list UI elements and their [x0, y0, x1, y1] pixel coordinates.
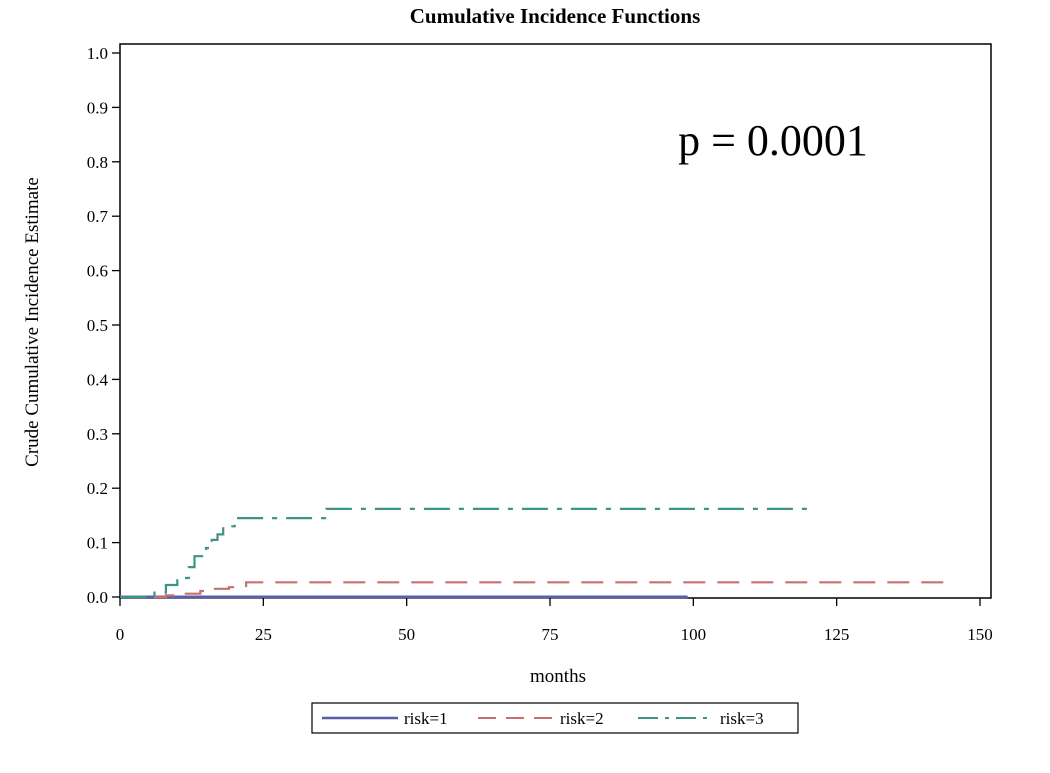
series-line-risk-2 [120, 581, 952, 599]
y-tick-label: 0.2 [87, 479, 108, 498]
legend-label-risk-3: risk=3 [720, 709, 764, 728]
x-axis: 0 25 50 75 100 125 150 [116, 598, 993, 644]
y-tick-label: 0.3 [87, 425, 108, 444]
y-tick-label: 0.1 [87, 534, 108, 553]
plot-area [119, 43, 992, 599]
x-tick-label: 25 [255, 625, 272, 644]
x-tick-label: 100 [681, 625, 707, 644]
x-tick-label: 0 [116, 625, 125, 644]
y-tick-label: 0.9 [87, 98, 108, 117]
y-tick-label: 0.0 [87, 588, 108, 607]
y-axis: 0.0 0.1 0.2 0.3 0.4 0.5 0.6 0.7 0.8 0.9 1.0 [87, 44, 120, 607]
x-tick-label: 125 [824, 625, 850, 644]
y-tick-label: 0.6 [87, 262, 108, 281]
p-value-annotation: p = 0.0001 [678, 116, 868, 165]
y-tick-label: 0.4 [87, 370, 109, 389]
y-axis-label: Crude Cumulative Incidence Estimate [22, 177, 43, 467]
y-tick-label: 0.7 [87, 207, 109, 226]
x-axis-label: months [530, 666, 586, 687]
series-line-risk-3 [120, 507, 808, 599]
legend-label-risk-2: risk=2 [560, 709, 604, 728]
series-group [120, 507, 952, 599]
legend-label-risk-1: risk=1 [404, 709, 448, 728]
x-tick-label: 150 [967, 625, 993, 644]
chart-title: Cumulative Incidence Functions [410, 4, 701, 28]
plot-frame [119, 43, 992, 599]
y-tick-label: 0.8 [87, 153, 108, 172]
x-tick-label: 50 [398, 625, 415, 644]
y-tick-label: 1.0 [87, 44, 108, 63]
x-tick-label: 75 [542, 625, 559, 644]
y-tick-label: 0.5 [87, 316, 108, 335]
legend: risk=1 risk=2 risk=3 [311, 702, 799, 734]
